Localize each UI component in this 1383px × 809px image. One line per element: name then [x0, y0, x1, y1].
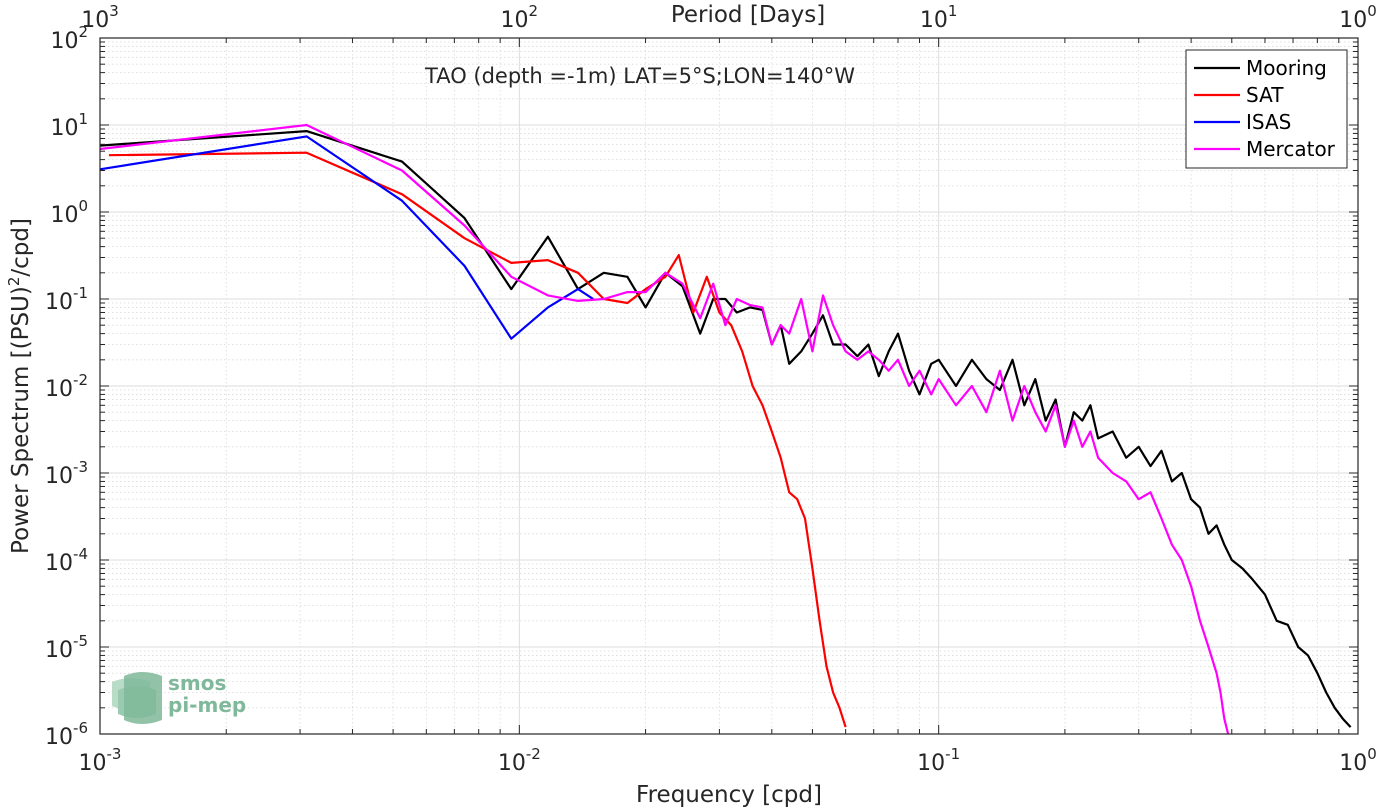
- legend-label-sat: SAT: [1246, 83, 1284, 107]
- y-tick-label: 10-3: [45, 458, 88, 489]
- x-tick-label: 100: [1339, 745, 1377, 776]
- y-tick-label: 10-6: [45, 719, 88, 750]
- top-tick-label: 101: [920, 2, 958, 33]
- series-line-mooring: [99, 130, 1352, 728]
- top-tick-label: 103: [81, 2, 119, 33]
- series-line-mercator: [99, 123, 1230, 735]
- legend-label-mooring: Mooring: [1246, 56, 1327, 80]
- legend-label-isas: ISAS: [1246, 110, 1291, 134]
- top-tick-label: 102: [501, 2, 539, 33]
- series-line-isas: [99, 135, 594, 340]
- series-line-sat: [108, 151, 847, 728]
- x-tick-label: 10-1: [917, 745, 960, 776]
- legend: Mooring SAT ISAS Mercator: [1185, 49, 1348, 169]
- y-tick-label: 10-2: [45, 371, 88, 402]
- x-tick-label: 10-3: [79, 745, 122, 776]
- logo-text-line2: pi-mep: [168, 693, 246, 717]
- series-lines: [99, 123, 1352, 735]
- top-tick-label: 100: [1339, 2, 1377, 33]
- chart-title: TAO (depth =-1m) LAT=5°S;LON=140°W: [424, 64, 855, 88]
- y-tick-label: 102: [50, 23, 88, 54]
- legend-label-mercator: Mercator: [1246, 137, 1336, 161]
- logo-text-line1: smos: [168, 671, 226, 695]
- y-tick-label: 10-4: [45, 545, 88, 576]
- legend-box: [1185, 49, 1348, 169]
- y-tick-label: 10-1: [45, 284, 88, 315]
- grid: [100, 38, 1358, 734]
- y-axis-label: Power Spectrum [(PSU)2/cpd]: [5, 218, 34, 554]
- y-tick-label: 10-5: [45, 632, 88, 663]
- ticks: [99, 38, 1358, 735]
- smos-pi-mep-logo: smos pi-mep: [112, 671, 246, 724]
- x-axis-label: Frequency [cpd]: [636, 782, 822, 808]
- y-tick-label: 101: [50, 110, 88, 141]
- logo-mark-icon: [112, 672, 162, 724]
- top-axis-label: Period [Days]: [671, 2, 825, 28]
- y-tick-label: 100: [50, 197, 88, 228]
- x-tick-label: 10-2: [498, 745, 541, 776]
